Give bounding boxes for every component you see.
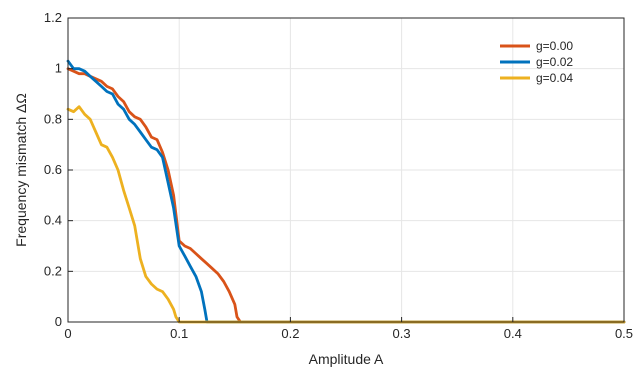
legend-label-1: g=0.02 [536,55,573,69]
y-tick-label: 0.8 [44,111,62,126]
series-line-2 [66,105,626,324]
x-tick-label: 0.5 [615,326,633,341]
x-tick-label: 0.4 [504,326,522,341]
legend: g=0.00 g=0.02 g=0.04 [500,39,573,85]
x-axis-label: Amplitude A [309,351,384,367]
y-tick-label: 1 [55,61,62,76]
legend-label-0: g=0.00 [536,39,573,53]
x-tick-label: 0 [64,326,71,341]
series-line-0 [66,67,626,324]
series-line-1 [66,59,626,324]
x-tick-label: 0.3 [393,326,411,341]
x-tick-label: 0.2 [281,326,299,341]
legend-label-2: g=0.04 [536,71,573,85]
data-series [66,59,626,324]
y-tick-label: 1.2 [44,10,62,25]
y-tick-label: 0.6 [44,162,62,177]
y-tick-label: 0.4 [44,213,62,228]
x-tick-label: 0.1 [170,326,188,341]
y-axis-label: Frequency mismatch ΔΩ [13,93,29,247]
y-tick-label: 0.2 [44,263,62,278]
y-tick-label: 0 [55,314,62,329]
axis-ticks: 0 0.1 0.2 0.3 0.4 0.5 0 0.2 0.4 0.6 0.8 1 1.2 [44,10,633,341]
